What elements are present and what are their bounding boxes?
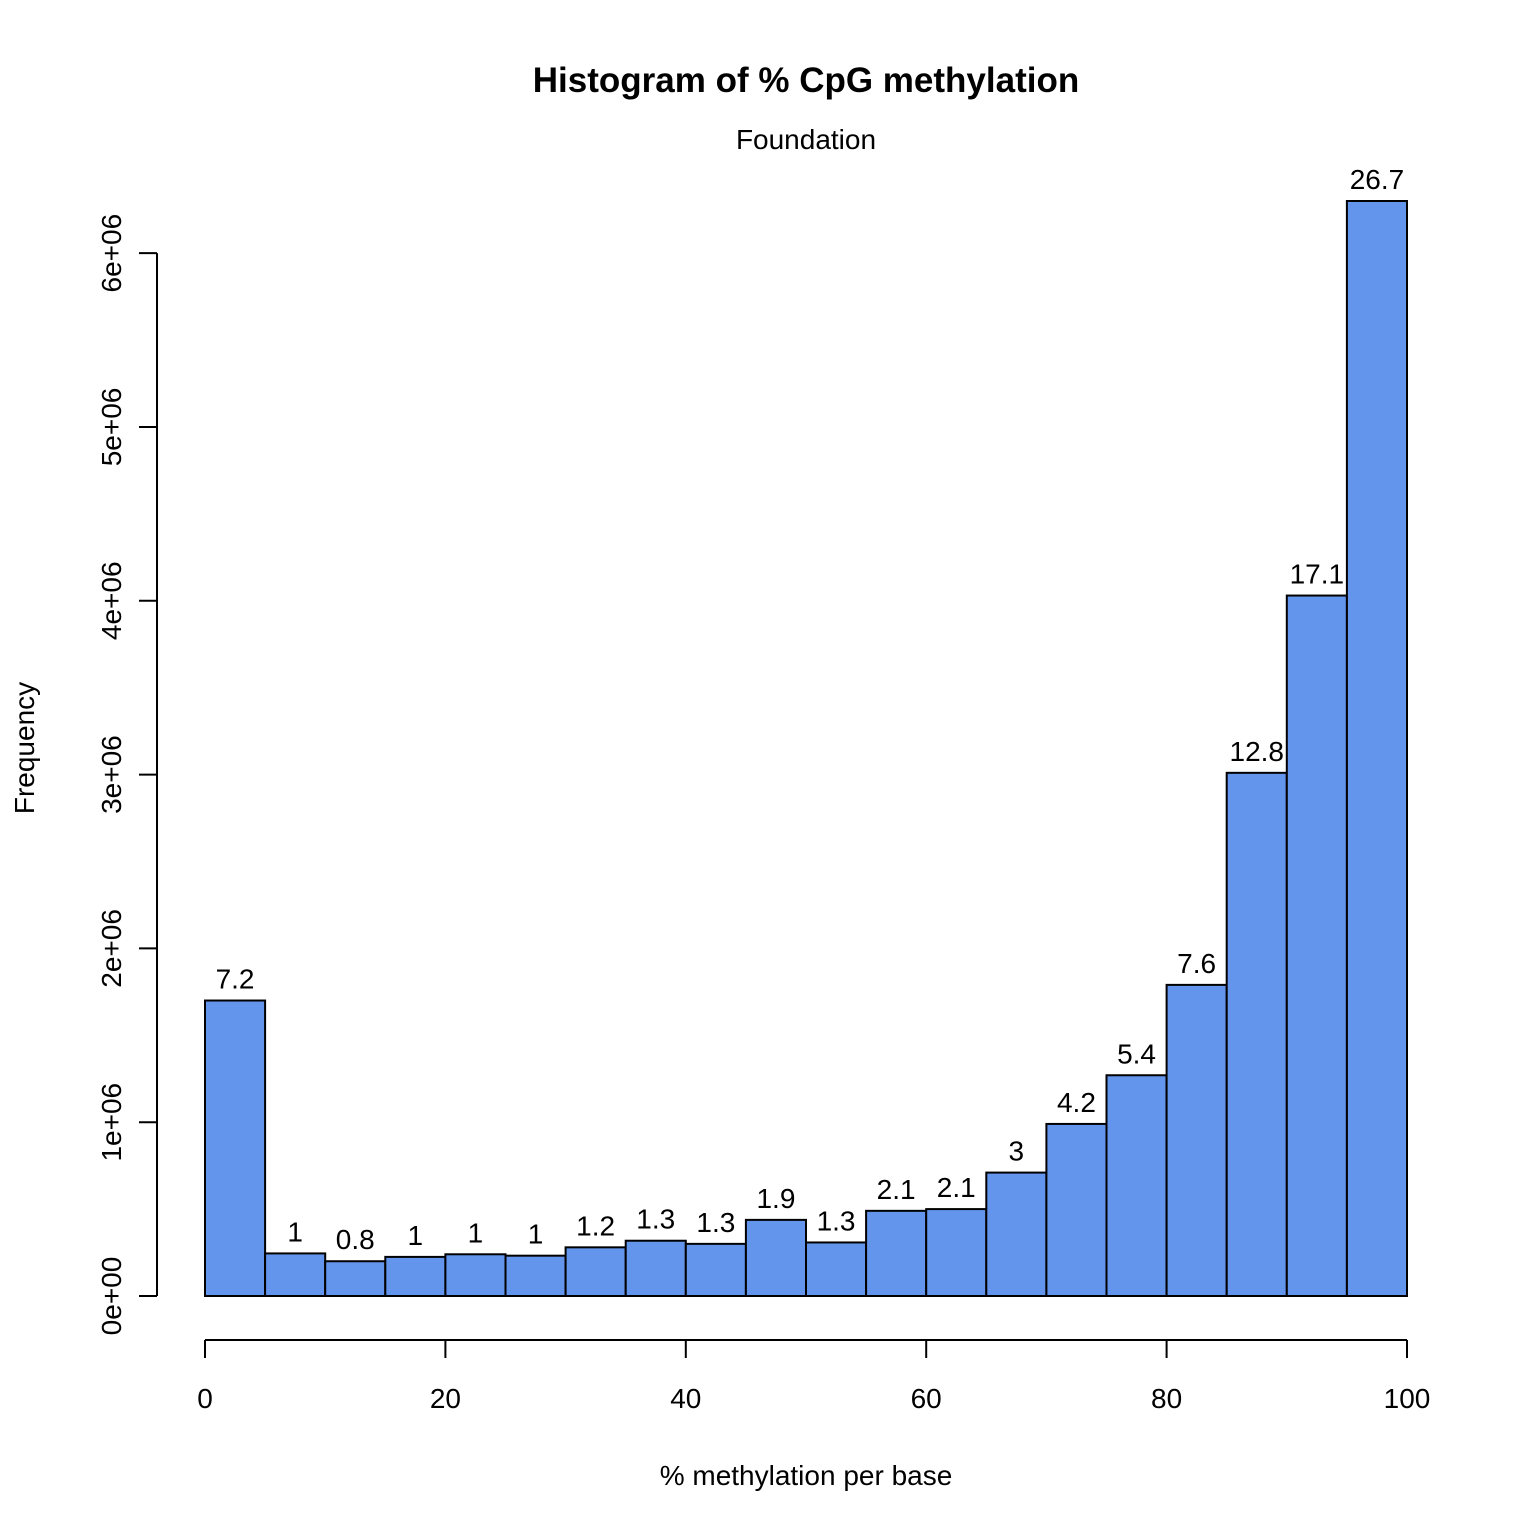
- y-tick-label: 6e+06: [96, 214, 127, 293]
- bar-value-label: 12.8: [1230, 736, 1285, 767]
- y-tick-label: 0e+00: [96, 1257, 127, 1336]
- bars-group: [204, 200, 1409, 1298]
- histogram-bar: [1225, 771, 1288, 1297]
- histogram-bar: [1165, 983, 1228, 1298]
- histogram-bar: [1045, 1122, 1108, 1298]
- bar-labels-group: 7.2 1 0.8 1 1 1 1.2 1.3 1.3 1.9 1.3 2.1 2.1 3 4.2 5.4 7.…: [216, 164, 1405, 1255]
- histogram-bar: [1285, 594, 1348, 1297]
- histogram-bar: [204, 999, 267, 1297]
- y-tick-label: 4e+06: [96, 561, 127, 640]
- bar-value-label: 1.3: [696, 1207, 735, 1238]
- bar-value-label: 3: [1009, 1136, 1025, 1167]
- bar-value-label: 17.1: [1290, 559, 1345, 590]
- y-axis-label: Frequency: [9, 682, 40, 814]
- bar-value-label: 1: [468, 1217, 484, 1248]
- x-tick-label: 40: [670, 1383, 701, 1414]
- bar-value-label: 1: [408, 1220, 424, 1251]
- x-tick-label: 20: [430, 1383, 461, 1414]
- bar-value-label: 7.6: [1177, 948, 1216, 979]
- bar-value-label: 7.2: [216, 964, 255, 995]
- x-tick-label: 100: [1384, 1383, 1431, 1414]
- histogram-bar: [925, 1208, 988, 1297]
- bar-value-label: 2.1: [937, 1172, 976, 1203]
- bar-value-label: 0.8: [336, 1224, 375, 1255]
- bar-value-label: 1.9: [756, 1183, 795, 1214]
- y-tick-label: 3e+06: [96, 735, 127, 814]
- x-tick-label: 0: [197, 1383, 213, 1414]
- bar-value-label: 1: [528, 1219, 544, 1250]
- chart-subtitle: Foundation: [736, 124, 876, 155]
- x-tick-label: 60: [911, 1383, 942, 1414]
- histogram-bar: [805, 1241, 868, 1298]
- histogram-bar: [744, 1218, 808, 1298]
- bar-value-label: 4.2: [1057, 1087, 1096, 1118]
- histogram-bar: [444, 1253, 507, 1298]
- bar-value-label: 2.1: [877, 1174, 916, 1205]
- histogram-bar: [624, 1239, 687, 1297]
- histogram-bar: [985, 1171, 1048, 1297]
- histogram-bar: [324, 1260, 387, 1297]
- bar-value-label: 5.4: [1117, 1038, 1156, 1069]
- bar-value-label: 1.3: [636, 1204, 675, 1235]
- x-axis-label: % methylation per base: [660, 1460, 953, 1491]
- y-tick-label: 1e+06: [96, 1083, 127, 1162]
- y-axis: 0e+00 1e+06 2e+06 3e+06 4e+06 5e+06 6e+06: [96, 214, 158, 1336]
- x-axis: 0 20 40 60 80 100: [197, 1339, 1431, 1414]
- bar-value-label: 1.3: [817, 1205, 856, 1236]
- x-tick-label: 80: [1151, 1383, 1182, 1414]
- histogram-bar: [1105, 1074, 1168, 1298]
- bar-value-label: 26.7: [1350, 164, 1405, 195]
- histogram-bar: [1345, 200, 1409, 1297]
- bar-value-label: 1: [287, 1216, 303, 1247]
- histogram-bar: [865, 1209, 928, 1298]
- histogram-bar: [504, 1254, 567, 1297]
- y-tick-label: 2e+06: [96, 909, 127, 988]
- bar-value-label: 1.2: [576, 1210, 615, 1241]
- y-tick-label: 5e+06: [96, 388, 127, 467]
- histogram-bar: [264, 1252, 327, 1297]
- histogram-bar: [384, 1255, 447, 1297]
- chart-title: Histogram of % CpG methylation: [533, 61, 1079, 100]
- histogram-bar: [684, 1242, 747, 1298]
- histogram-bar: [564, 1246, 627, 1298]
